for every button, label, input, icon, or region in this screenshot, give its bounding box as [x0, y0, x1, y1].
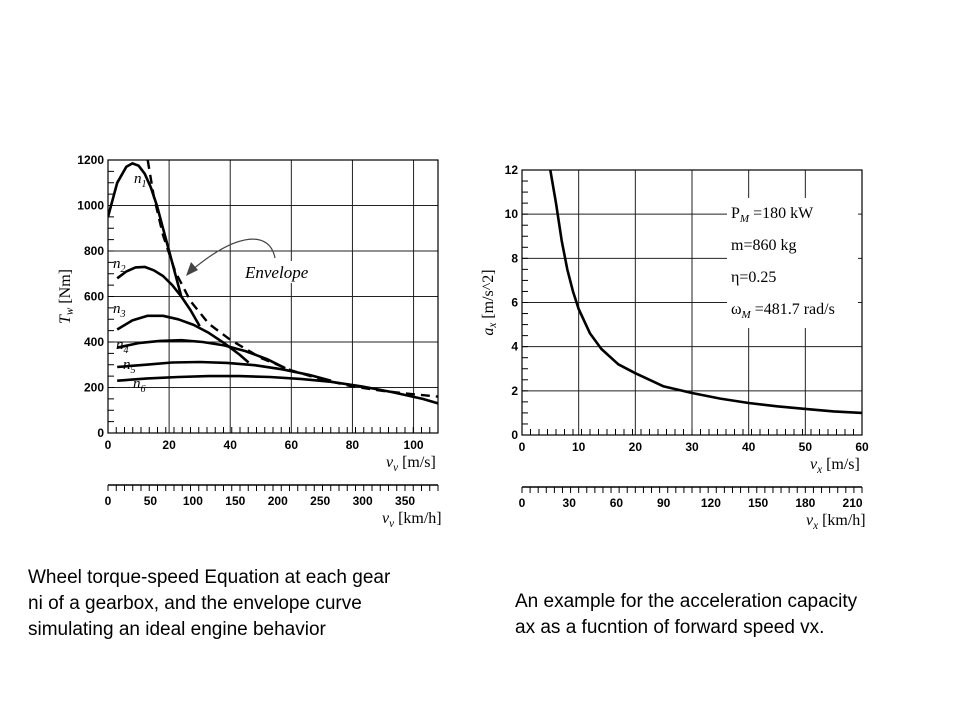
annotation-arrow	[191, 238, 276, 271]
y-tick-label: 200	[84, 381, 104, 395]
y-tick-label: 6	[511, 296, 518, 310]
secondary-tick-label: 120	[701, 496, 721, 510]
legend-entry: η=0.25	[731, 269, 776, 286]
x-tick-label: 100	[404, 438, 424, 452]
y-axis-label: Tw [Nm]	[57, 269, 76, 324]
secondary-tick-label: 0	[105, 494, 112, 508]
x-tick-label: 20	[629, 440, 643, 454]
annotation-arrowhead	[186, 262, 198, 276]
secondary-axis-label: vx [km/h]	[806, 512, 866, 532]
x-tick-label: 40	[742, 440, 756, 454]
series-label-n3: n3	[113, 301, 126, 320]
series-label-n4: n4	[116, 337, 129, 356]
secondary-tick-label: 210	[843, 496, 863, 510]
x-tick-label: 40	[224, 438, 238, 452]
secondary-tick-label: 100	[183, 494, 203, 508]
series-label-n5: n5	[123, 357, 136, 376]
caption-left-line: Wheel torque-speed Equation at each gear	[28, 567, 391, 588]
y-tick-label: 10	[505, 207, 519, 221]
y-tick-label: 4	[511, 340, 518, 354]
x-tick-label: 0	[105, 438, 112, 452]
y-tick-label: 1000	[77, 199, 104, 213]
secondary-tick-label: 150	[748, 496, 768, 510]
legend-entry: ωM =481.7 rad/s	[731, 301, 835, 321]
x-tick-label: 50	[799, 440, 813, 454]
caption-right: An example for the acceleration capacity…	[515, 589, 857, 641]
secondary-axis-label: vv [km/h]	[382, 510, 442, 530]
secondary-tick-label: 50	[144, 494, 158, 508]
legend-entry: PM =180 kW	[731, 205, 814, 225]
caption-left-line: ni of a gearbox, and the envelope curve	[28, 593, 362, 614]
series-label-n1: n1	[134, 171, 147, 190]
y-tick-label: 2	[511, 384, 518, 398]
caption-right-line: ax as a fucntion of forward speed vx.	[515, 617, 825, 638]
series-label-n2: n2	[113, 256, 126, 275]
acceleration-chart: 0 10 20 30 40 50 60 0 2 4 6 8 10 12 vx [m/s] ax [m/s^2]…	[480, 163, 869, 532]
x-tick-label: 60	[855, 440, 869, 454]
caption-right-line: An example for the acceleration capacity	[515, 591, 858, 612]
secondary-tick-label: 250	[310, 494, 330, 508]
secondary-tick-label: 180	[795, 496, 815, 510]
series-line-n2	[116, 265, 201, 327]
secondary-tick-label: 90	[657, 496, 671, 510]
x-tick-label: 20	[162, 438, 176, 452]
x-axis-label: vx [m/s]	[810, 456, 860, 476]
y-tick-label: 12	[505, 163, 519, 177]
y-tick-label: 8	[511, 251, 518, 265]
series-line-n5	[117, 360, 332, 382]
caption-left-line: simulating an ideal engine behavior	[28, 619, 326, 640]
series-line-n6	[117, 374, 438, 405]
y-tick-label: 800	[84, 244, 104, 258]
secondary-tick-label: 60	[610, 496, 624, 510]
secondary-tick-label: 200	[268, 494, 288, 508]
series-label-n6: n6	[133, 376, 146, 395]
legend-entry: m=860 kg	[731, 237, 796, 254]
x-axis-label: vv [m/s]	[386, 454, 436, 474]
secondary-tick-label: 300	[353, 494, 373, 508]
secondary-tick-label: 0	[519, 496, 526, 510]
series-line-envelope	[146, 160, 438, 398]
y-tick-label: 0	[97, 426, 104, 440]
y-tick-label: 600	[84, 290, 104, 304]
y-axis-label: ax [m/s^2]	[480, 269, 499, 335]
x-tick-label: 80	[346, 438, 360, 452]
x-tick-label: 60	[285, 438, 299, 452]
y-tick-label: 0	[511, 428, 518, 442]
y-tick-label: 1200	[77, 153, 104, 167]
legend-box	[727, 198, 858, 328]
x-tick-label: 30	[685, 440, 699, 454]
secondary-tick-label: 150	[225, 494, 245, 508]
secondary-tick-label: 350	[395, 494, 415, 508]
x-tick-label: 10	[572, 440, 586, 454]
x-tick-label: 0	[519, 440, 526, 454]
caption-left: Wheel torque-speed Equation at each gear…	[28, 565, 390, 643]
series-line-ax	[549, 170, 862, 415]
secondary-tick-label: 30	[563, 496, 577, 510]
series-line-n3	[116, 314, 250, 364]
series-line-n4	[116, 338, 286, 370]
y-tick-label: 400	[84, 335, 104, 349]
annotation-background	[243, 261, 313, 283]
annotation-envelope: Envelope	[244, 263, 309, 282]
